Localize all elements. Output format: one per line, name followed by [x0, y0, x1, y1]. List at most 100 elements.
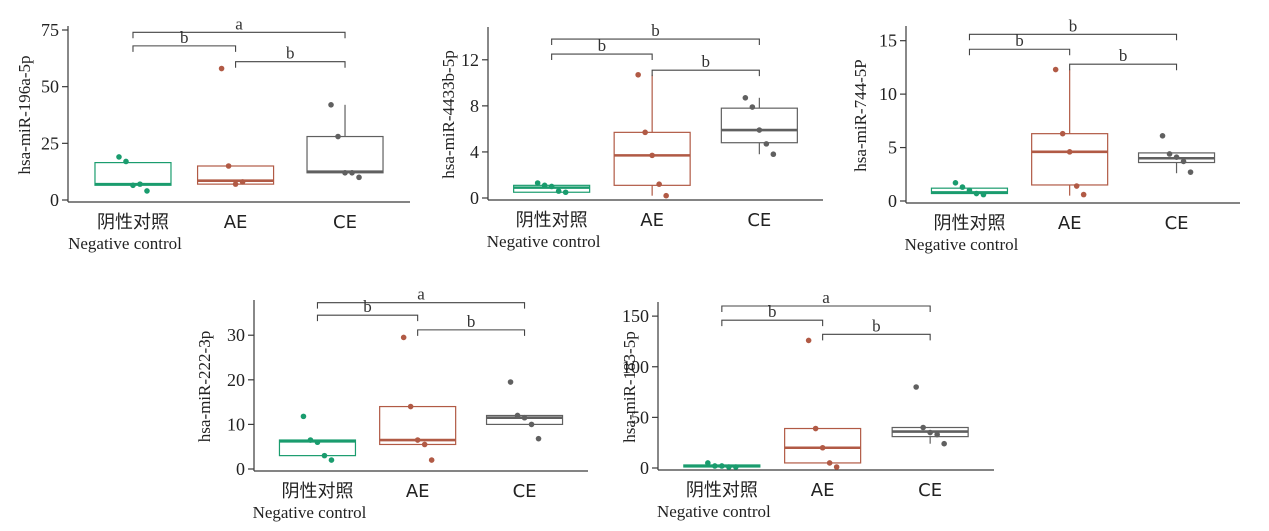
significance-bracket	[316, 302, 526, 309]
significance-bracket	[551, 38, 760, 46]
data-point	[514, 412, 521, 419]
significance-label: a	[417, 285, 425, 304]
x-category-label: 阴性对照	[97, 212, 169, 233]
x-category-sublabel: Negative control	[487, 232, 601, 251]
data-point	[130, 182, 136, 189]
data-point	[973, 190, 980, 197]
data-point	[1166, 151, 1173, 157]
x-category-sublabel: Negative control	[657, 502, 771, 521]
y-tick-label: 50	[41, 77, 59, 97]
y-tick-label: 15	[879, 31, 897, 51]
box-body	[379, 405, 457, 446]
data-point	[137, 181, 143, 187]
data-point	[663, 192, 669, 199]
data-point	[328, 457, 335, 463]
data-point	[927, 429, 933, 436]
panel-1: 0 25 50 75 hsa-miR-196a-5p 阴性对照 AE CE Negative c…	[15, 14, 410, 253]
data-point	[218, 65, 225, 72]
significance-label: b	[1015, 31, 1024, 50]
x-category-label: AE	[224, 212, 248, 233]
y-axis-title: hsa-miR-183-5p	[620, 331, 639, 442]
y-tick-label: 12	[461, 50, 479, 70]
data-point	[770, 151, 777, 158]
y-tick-label: 0	[470, 188, 479, 208]
significance-bracket	[551, 53, 653, 61]
y-tick-label: 0	[236, 459, 245, 479]
y-tick-label: 100	[622, 357, 649, 377]
data-point	[726, 464, 732, 470]
x-category-label: CE	[747, 210, 771, 231]
x-category-sublabel: Negative control	[905, 235, 1019, 254]
data-point	[1066, 149, 1073, 155]
data-point	[1080, 191, 1087, 198]
box-body	[613, 131, 691, 186]
data-point	[541, 182, 548, 189]
data-point	[980, 191, 987, 198]
data-point	[321, 452, 328, 459]
box-body	[1031, 133, 1109, 186]
significance-label: b	[180, 28, 189, 47]
x-category-label: AE	[406, 481, 430, 502]
data-point	[507, 379, 514, 385]
significance-label: b	[1119, 46, 1128, 65]
data-point	[833, 464, 840, 470]
y-tick-label: 20	[227, 370, 245, 390]
significance-label: b	[872, 316, 881, 335]
significance-label: a	[235, 14, 243, 33]
significance-bracket	[235, 61, 346, 68]
data-point	[635, 71, 641, 78]
significance-bracket	[1069, 63, 1178, 71]
data-point	[941, 440, 947, 447]
data-point	[656, 181, 662, 187]
x-category-label: 阴性对照	[933, 213, 1005, 234]
significance-label: b	[363, 297, 372, 316]
data-point	[400, 334, 407, 341]
significance-bracket	[132, 31, 346, 39]
data-point	[920, 424, 926, 431]
data-point	[812, 425, 819, 432]
data-point	[307, 437, 314, 443]
data-point	[116, 154, 122, 160]
data-point	[407, 403, 414, 410]
x-category-label: CE	[333, 212, 357, 233]
y-tick-label: 75	[41, 20, 59, 40]
data-point	[826, 460, 833, 466]
data-point	[342, 170, 348, 176]
y-tick-label: 150	[622, 306, 649, 326]
data-point	[548, 183, 555, 190]
x-category-sublabel: Negative control	[253, 503, 367, 522]
significance-bracket	[651, 69, 760, 77]
significance-label: b	[1069, 16, 1078, 35]
significance-bracket	[822, 333, 931, 341]
y-tick-label: 30	[227, 325, 245, 345]
data-point	[1073, 183, 1080, 189]
data-point	[1187, 169, 1194, 175]
data-point	[314, 439, 321, 446]
y-tick-label: 0	[640, 458, 649, 478]
significance-bracket	[721, 305, 931, 312]
data-point	[356, 174, 362, 181]
y-tick-label: 10	[879, 84, 897, 104]
y-axis-title: hsa-miR-744-5P	[851, 59, 870, 171]
data-point	[555, 188, 562, 194]
significance-bracket	[968, 48, 1071, 56]
significance-bracket	[721, 319, 824, 327]
data-point	[123, 158, 129, 165]
data-point	[1173, 154, 1180, 160]
y-tick-label: 0	[888, 191, 897, 211]
y-axis-title: hsa-miR-196a-5p	[15, 56, 34, 175]
x-category-label: CE	[918, 480, 942, 501]
y-tick-label: 25	[41, 133, 59, 153]
x-category-label: AE	[1058, 213, 1082, 234]
significance-label: b	[768, 302, 777, 321]
data-point	[225, 163, 232, 169]
data-point	[414, 437, 421, 443]
data-point	[819, 444, 826, 451]
data-point	[300, 413, 307, 420]
data-point	[733, 464, 739, 470]
data-point	[1052, 66, 1059, 73]
panel-3: 0 5 10 15 hsa-miR-744-5P 阴性对照 AE CE Negative con…	[851, 16, 1240, 254]
data-point	[805, 337, 812, 344]
data-point	[562, 189, 569, 196]
significance-bracket	[417, 329, 526, 336]
